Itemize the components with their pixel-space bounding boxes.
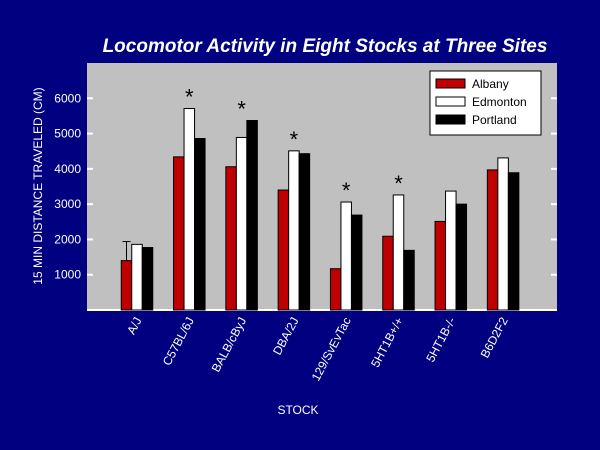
bar-edmonton (392, 194, 405, 311)
significance-marker: * (185, 85, 194, 110)
bar-edmonton (235, 136, 248, 311)
x-tick-label: DBA/2J (270, 315, 301, 357)
y-tick-label: 2000 (54, 232, 81, 246)
bar-portland (194, 138, 206, 311)
significance-marker: * (290, 127, 299, 152)
y-tick-label: 3000 (54, 197, 81, 211)
bar-albany (382, 235, 394, 311)
bar-albany (277, 189, 290, 311)
significance-marker: * (394, 171, 403, 196)
bar-portland (298, 153, 311, 311)
x-tick-label: B6D2F2 (478, 315, 511, 361)
significance-marker: * (237, 97, 246, 122)
bar-edmonton (183, 108, 196, 311)
bar-albany (329, 268, 342, 311)
bar-portland (246, 120, 258, 311)
legend-swatch-albany (435, 78, 466, 89)
bar-albany (434, 220, 447, 311)
bar-albany (225, 166, 237, 311)
bar-edmonton (131, 243, 143, 311)
legend: Albany Edmonton Portland (429, 70, 542, 136)
bar-portland (350, 214, 363, 311)
x-tick-label: 5HT1B-/- (423, 315, 458, 365)
bar-albany (173, 156, 185, 311)
legend-label: Portland (472, 113, 517, 127)
x-tick-label: BALB/cByJ (209, 315, 250, 375)
chart-title: Locomotor Activity in Eight Stocks at Th… (103, 36, 548, 57)
bar-edmonton (445, 190, 457, 311)
bar-albany (486, 169, 499, 311)
y-tick-label: 6000 (54, 91, 81, 105)
legend-label: Albany (472, 77, 509, 91)
bar-portland (141, 247, 154, 311)
legend-label: Edmonton (472, 95, 527, 109)
bar-edmonton (497, 157, 509, 311)
bar-portland (455, 203, 468, 311)
significance-marker: * (342, 178, 351, 203)
bar-edmonton (340, 201, 352, 311)
x-tick-label: C57BL/6J (160, 315, 197, 368)
legend-swatch-portland (435, 114, 466, 125)
x-tick-label: 129/SvEvTac (309, 315, 354, 383)
x-axis-label: STOCK (277, 403, 318, 417)
y-axis-label: 15 MIN DISTANCE TRAVELED (CM) (31, 87, 45, 284)
x-tick-label: 5HT1B+/+ (368, 315, 406, 370)
y-tick-label: 1000 (54, 268, 81, 282)
legend-swatch-edmonton (435, 96, 466, 107)
bar-portland (507, 172, 520, 311)
x-tick-label: A/J (124, 315, 145, 337)
bar-edmonton (288, 150, 300, 311)
y-tick-label: 4000 (54, 162, 81, 176)
bar-portland (403, 249, 415, 311)
y-tick-label: 5000 (54, 127, 81, 141)
bar-albany (120, 260, 133, 311)
